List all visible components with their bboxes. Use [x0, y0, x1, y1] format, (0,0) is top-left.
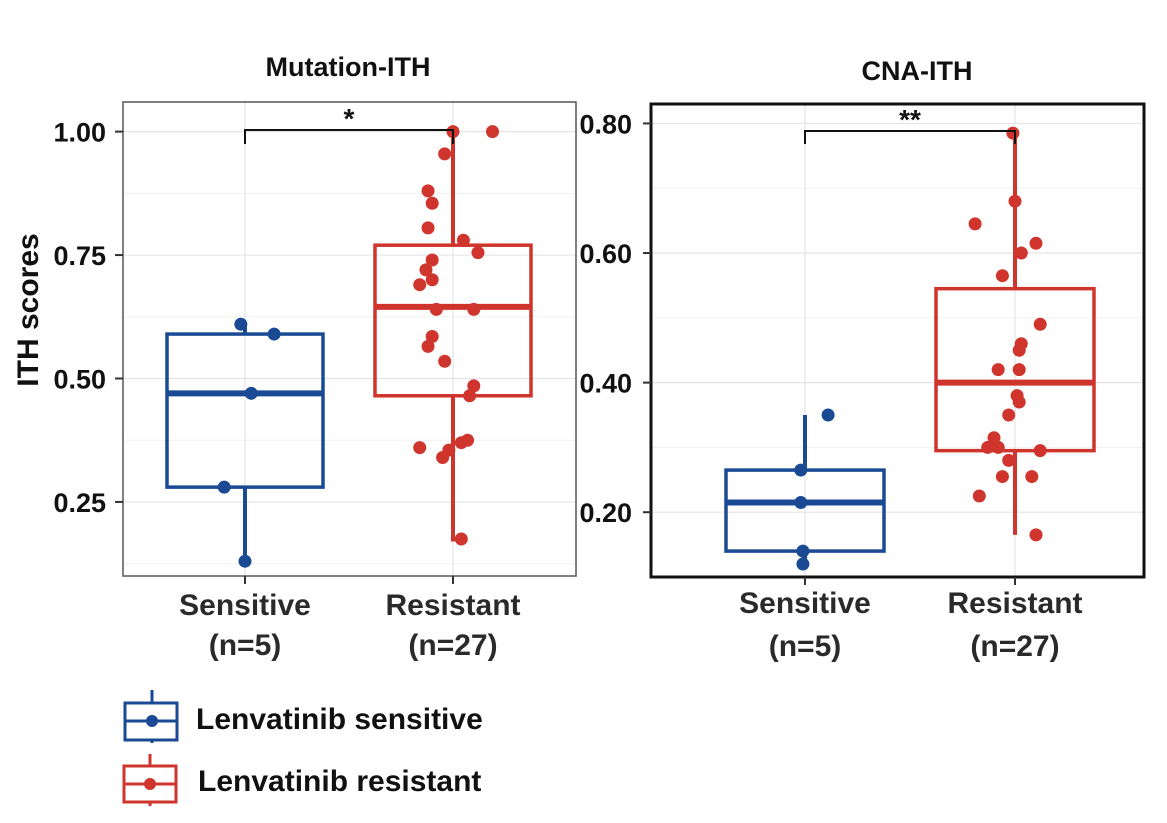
legend-key-resistant — [122, 754, 178, 806]
legend-key-sensitive — [123, 690, 179, 743]
data-point — [217, 480, 231, 494]
data-point — [413, 441, 427, 455]
data-point — [981, 440, 995, 454]
data-point — [987, 431, 1001, 445]
y-tick-label: 0.50 — [53, 365, 106, 395]
data-point — [467, 302, 481, 316]
y-tick-label: 0.20 — [579, 498, 632, 528]
y-axis-label: ITH scores — [12, 233, 45, 386]
data-point — [238, 554, 252, 568]
data-point — [995, 470, 1009, 484]
legend-item-sensitive: Lenvatinib sensitive — [123, 690, 483, 743]
box-iqr — [165, 332, 325, 489]
legend-label-resistant: Lenvatinib resistant — [198, 765, 481, 798]
data-point — [796, 557, 810, 571]
data-point — [267, 327, 281, 341]
x-category-label: Sensitive — [739, 587, 871, 620]
data-point — [794, 463, 808, 477]
data-point — [991, 440, 1005, 454]
box-iqr — [934, 286, 1096, 453]
data-point — [421, 184, 435, 198]
x-category-label: Resistant — [385, 589, 520, 622]
data-point — [794, 495, 808, 509]
legend-label-sensitive: Lenvatinib sensitive — [196, 703, 483, 736]
data-point — [438, 147, 452, 161]
data-point — [419, 263, 433, 277]
data-point — [1029, 528, 1043, 542]
data-point — [421, 339, 435, 353]
significance-label: * — [344, 103, 355, 134]
box-resistant — [373, 125, 533, 546]
data-point — [1002, 453, 1016, 467]
data-point — [991, 363, 1005, 377]
data-point — [796, 544, 810, 558]
panel-frame — [122, 101, 577, 577]
data-point — [244, 386, 258, 400]
y-tick-label: 0.80 — [579, 109, 632, 139]
data-point — [425, 273, 439, 287]
data-point — [1033, 444, 1047, 458]
x-category-label: Resistant — [947, 587, 1082, 620]
data-point — [438, 354, 452, 368]
data-point — [454, 532, 468, 546]
data-point — [1006, 126, 1020, 140]
data-point — [429, 302, 443, 316]
data-point — [821, 408, 835, 422]
data-point — [413, 278, 427, 292]
data-point — [968, 217, 982, 231]
data-point — [421, 221, 435, 235]
cna-ith-panel: CNA-ITH 0.20 0.40 0.60 0.80 Sensitive (n=5) Res… — [579, 56, 1146, 663]
x-category-count: (n=5) — [769, 630, 842, 663]
panel-title: CNA-ITH — [862, 56, 973, 86]
data-point — [1012, 395, 1026, 409]
significance-bracket — [804, 130, 1016, 144]
box-iqr — [373, 243, 533, 398]
legend-item-resistant: Lenvatinib resistant — [122, 754, 481, 806]
data-point — [1012, 343, 1026, 357]
data-point — [234, 317, 248, 331]
data-point — [995, 269, 1009, 283]
data-point — [1008, 194, 1022, 208]
x-category-count: (n=27) — [408, 629, 497, 662]
data-point — [463, 389, 477, 403]
y-tick-label: 0.25 — [53, 488, 106, 518]
mutation-ith-panel: Mutation-ITH 0.25 0.50 0.75 1.00 Sensitive (n=… — [53, 52, 577, 662]
box-resistant — [934, 126, 1096, 542]
box-sensitive — [724, 408, 886, 571]
data-point — [456, 233, 470, 247]
data-point — [471, 246, 485, 260]
data-point — [1002, 408, 1016, 422]
data-point — [1029, 236, 1043, 250]
significance-label: ** — [899, 104, 921, 135]
data-point — [972, 489, 986, 503]
y-tick-label: 0.60 — [579, 239, 632, 269]
data-point — [454, 436, 468, 450]
data-point — [1033, 317, 1047, 331]
data-point — [425, 196, 439, 210]
data-point — [436, 451, 450, 464]
data-point — [467, 379, 481, 393]
y-tick-label: 1.00 — [53, 118, 106, 148]
x-category-label: Sensitive — [179, 589, 311, 622]
y-tick-label: 0.40 — [579, 369, 632, 399]
significance-bracket — [244, 129, 454, 144]
legend: Lenvatinib sensitive Lenvatinib resistan… — [122, 690, 483, 806]
data-point — [1025, 470, 1039, 484]
data-point — [486, 125, 500, 139]
data-point — [1014, 246, 1028, 260]
data-point — [425, 330, 439, 344]
panel-title: Mutation-ITH — [266, 52, 431, 82]
data-point — [425, 253, 439, 267]
x-category-count: (n=5) — [209, 629, 282, 662]
x-category-count: (n=27) — [970, 630, 1059, 663]
box-sensitive — [165, 317, 325, 568]
y-tick-label: 0.75 — [53, 241, 106, 271]
panel-frame — [649, 102, 1146, 579]
data-point — [1012, 363, 1026, 377]
